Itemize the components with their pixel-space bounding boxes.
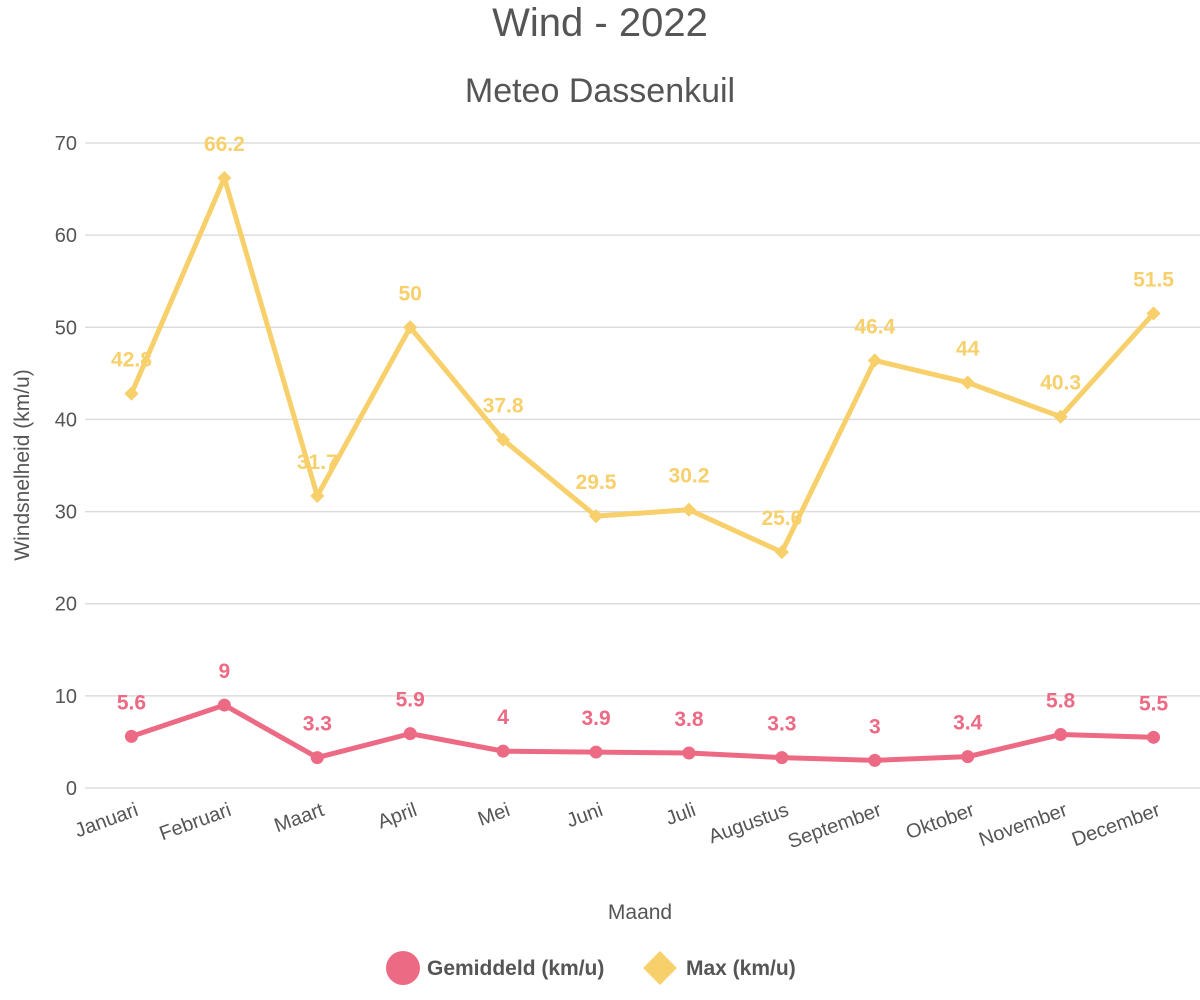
chart-title: Wind - 2022 <box>492 1 708 45</box>
x-tick-label: Augustus <box>706 799 792 848</box>
data-label: 46.4 <box>854 315 895 338</box>
y-axis-title: Windsnelheid (km/u) <box>11 369 34 560</box>
data-label: 5.6 <box>117 691 146 714</box>
data-point <box>775 751 789 765</box>
data-label: 37.8 <box>483 395 524 418</box>
data-label: 44 <box>956 338 980 361</box>
data-point <box>1053 409 1068 424</box>
x-tick-label: November <box>976 799 1071 851</box>
data-point <box>124 386 139 401</box>
data-label: 5.9 <box>396 689 425 712</box>
x-axis-ticks: Januari Februari Maart April Mei Juni Juli Augu… <box>72 799 1164 853</box>
data-label: 5.8 <box>1046 690 1076 713</box>
legend-label-gemiddeld: Gemiddeld (km/u) <box>427 957 604 980</box>
data-label: 50 <box>399 282 422 305</box>
y-tick-label: 20 <box>55 594 77 616</box>
legend-item-max[interactable]: Max (km/u) <box>643 951 796 985</box>
data-point <box>496 744 510 758</box>
data-labels: 5.6 9 3.3 5.9 4 3.9 3.8 3.3 3 3.4 5.8 5.5 42.8 66.2 31… <box>111 133 1174 738</box>
data-point <box>403 727 417 741</box>
data-label: 3.3 <box>303 713 332 736</box>
data-label: 3.3 <box>767 713 796 736</box>
series-layer <box>124 170 1161 767</box>
data-point <box>1147 730 1161 744</box>
x-tick-label: Januari <box>72 799 141 842</box>
data-label: 3.4 <box>953 712 983 735</box>
data-point <box>961 750 975 764</box>
x-tick-label: April <box>375 799 420 833</box>
data-label: 9 <box>219 660 231 683</box>
y-tick-label: 70 <box>55 133 77 155</box>
data-point <box>1146 306 1161 321</box>
series-line <box>128 175 1157 555</box>
x-tick-label: Juni <box>564 799 606 832</box>
data-label: 31.7 <box>297 451 338 474</box>
data-point <box>681 502 697 517</box>
legend-item-gemiddeld[interactable]: Gemiddeld (km/u) <box>386 951 604 985</box>
y-tick-label: 0 <box>66 778 77 800</box>
y-tick-label: 60 <box>55 225 77 247</box>
data-label: 3.9 <box>581 707 610 730</box>
data-point <box>960 375 975 390</box>
data-label: 3.8 <box>674 708 704 731</box>
data-point <box>868 753 882 767</box>
data-label: 29.5 <box>576 471 617 494</box>
y-axis-ticks: 0 10 20 30 40 50 60 70 <box>55 133 77 800</box>
x-tick-label: Mei <box>475 799 513 831</box>
data-label: 5.5 <box>1139 692 1169 715</box>
data-point <box>217 698 231 712</box>
y-tick-label: 10 <box>55 686 77 708</box>
data-label: 51.5 <box>1133 268 1174 291</box>
x-tick-label: September <box>785 799 885 853</box>
x-tick-label: Juli <box>663 799 699 830</box>
data-point <box>403 320 418 335</box>
data-point <box>867 353 882 368</box>
y-tick-label: 50 <box>55 317 77 339</box>
x-tick-label: Maart <box>271 799 327 837</box>
x-tick-label: Oktober <box>903 799 978 844</box>
data-label: 30.2 <box>669 465 710 488</box>
data-label: 40.3 <box>1040 372 1081 395</box>
data-label: 66.2 <box>204 133 245 156</box>
y-tick-label: 30 <box>55 502 77 524</box>
data-point <box>496 432 511 447</box>
x-axis-title: Maand <box>608 901 672 924</box>
data-point <box>310 488 325 503</box>
y-tick-label: 40 <box>55 409 77 431</box>
legend-label-max: Max (km/u) <box>686 957 796 980</box>
legend: Gemiddeld (km/u) Max (km/u) <box>386 951 796 985</box>
data-point <box>1054 728 1068 742</box>
data-point <box>589 745 603 759</box>
data-point <box>124 729 138 743</box>
data-label: 25.6 <box>761 507 802 530</box>
series-line <box>128 702 1157 763</box>
data-point <box>682 746 696 760</box>
data-label: 42.8 <box>111 349 152 372</box>
data-label: 3 <box>869 715 881 738</box>
data-point <box>217 170 232 186</box>
chart-subtitle: Meteo Dassenkuil <box>465 72 735 110</box>
x-tick-label: December <box>1069 799 1164 851</box>
data-point <box>774 545 789 560</box>
gridlines <box>85 142 1200 789</box>
legend-marker-max <box>643 951 677 985</box>
data-point <box>310 751 324 765</box>
legend-marker-gemiddeld <box>386 951 420 985</box>
x-tick-label: Februari <box>157 799 235 845</box>
data-label: 4 <box>497 706 509 729</box>
